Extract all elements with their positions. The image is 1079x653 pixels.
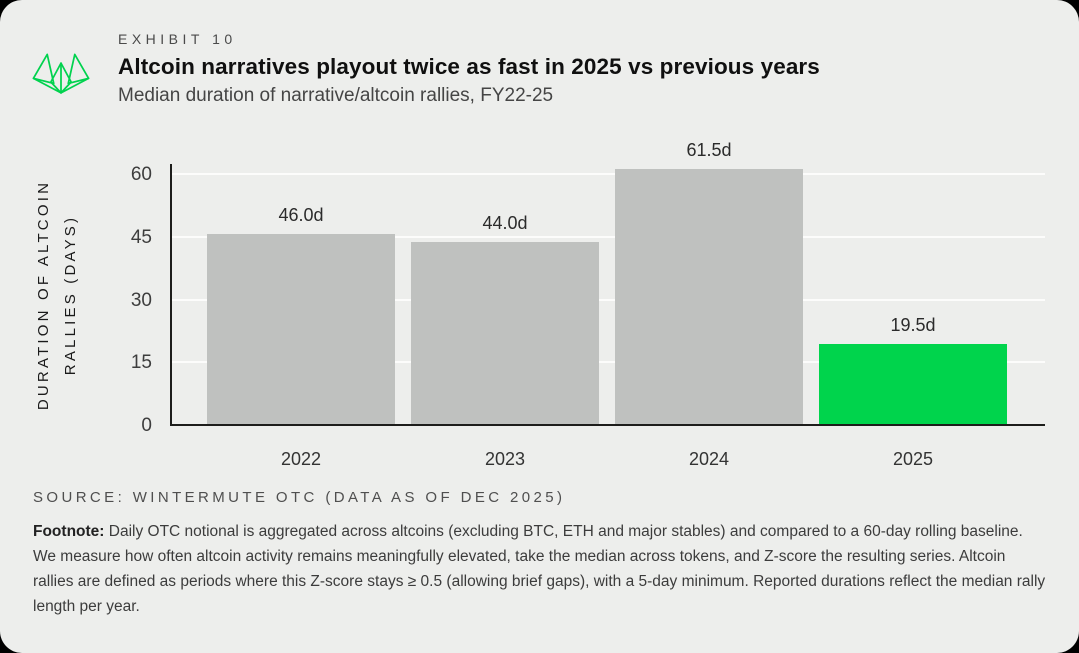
x-axis-line [170, 424, 1045, 426]
gridline-60 [170, 173, 1045, 175]
footnote: Footnote: Daily OTC notional is aggregat… [33, 519, 1047, 619]
chart-title: Altcoin narratives playout twice as fast… [118, 54, 820, 79]
source-line: SOURCE: WINTERMUTE OTC (DATA AS OF DEC 2… [33, 489, 566, 506]
x-tick-label: 2022 [280, 449, 322, 469]
y-tick-label: 0 [141, 415, 152, 436]
exhibit-label: EXHIBIT 10 [118, 31, 237, 47]
x-tick-label: 2024 [688, 449, 730, 469]
y-tick-label: 60 [130, 164, 152, 185]
bar-value-label: 44.0d [482, 212, 528, 233]
chart-bar-2024 [615, 168, 803, 426]
plot-area: 0 15 30 45 60 46.0d 2022 44.0d 2023 61.5d 2024 19.5… [131, 140, 1045, 469]
chart-header: EXHIBIT 10 Altcoin narratives playout tw… [118, 31, 820, 107]
bar-value-label: 46.0d [278, 204, 324, 225]
x-tick-label: 2025 [892, 449, 934, 469]
chart-subtitle: Median duration of narrative/altcoin ral… [118, 85, 554, 106]
y-tick-label: 30 [130, 289, 152, 311]
y-axis-label-line-2: RALLIES (DAYS) [62, 214, 79, 376]
bar-value-label: 19.5d [890, 315, 936, 336]
x-tick-label: 2023 [484, 449, 526, 469]
wintermute-logo-icon [32, 53, 90, 94]
bar-value-label: 61.5d [686, 139, 732, 160]
footnote-text: Daily OTC notional is aggregated across … [33, 523, 1046, 615]
gridline-30 [170, 298, 1045, 301]
footnote-label: Footnote: [33, 523, 105, 540]
chart-bar-2025 [819, 344, 1007, 426]
y-axis-label: DURATION OF ALTCOIN RALLIES (DAYS) [30, 149, 84, 441]
y-axis-label-line-1: DURATION OF ALTCOIN [35, 179, 52, 411]
chart-bar-2023 [411, 241, 599, 426]
gridline-15 [170, 361, 1045, 364]
chart-bar-2022 [207, 233, 395, 426]
y-tick-label: 45 [130, 226, 152, 248]
gridline-45 [170, 235, 1045, 238]
y-tick-label: 15 [130, 352, 152, 374]
y-axis-line [170, 164, 172, 426]
